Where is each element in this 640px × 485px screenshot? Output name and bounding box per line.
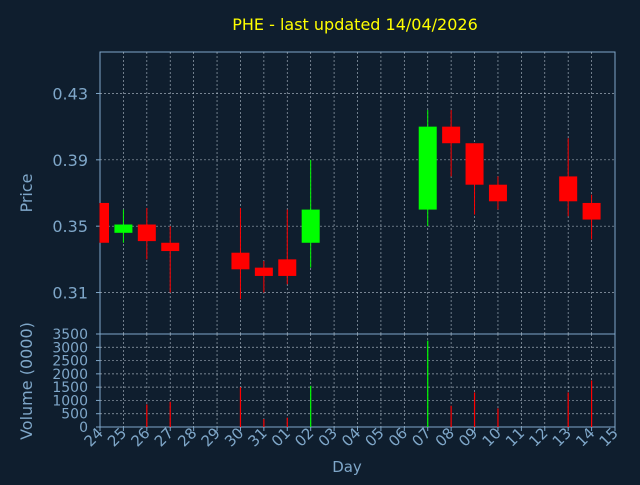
- x-tick-label: 10: [479, 424, 505, 450]
- x-tick-label: 11: [502, 424, 528, 450]
- candle-body-31: [254, 267, 273, 276]
- x-tick-label: 30: [221, 424, 247, 450]
- x-tick-label: 02: [291, 424, 317, 450]
- candle-body-08: [442, 126, 461, 144]
- x-tick-label: 31: [244, 424, 270, 450]
- price-tick-label: 0.35: [52, 217, 88, 236]
- price-axis-ticks: 0.31 0.35 0.39 0.43: [52, 84, 100, 303]
- volume-tick-label: 2000: [52, 367, 88, 383]
- x-axis-ticks: 2425262728293031010203040506070809101112…: [81, 424, 622, 450]
- price-tick-label: 0.43: [52, 84, 88, 103]
- x-tick-label: 03: [315, 424, 341, 450]
- price-axis-label: Price: [17, 173, 36, 212]
- x-tick-label: 26: [127, 424, 153, 450]
- candle-body-09: [465, 143, 484, 185]
- volume-tick-label: 0: [79, 420, 88, 436]
- candle-body-02: [301, 209, 320, 243]
- x-tick-label: 07: [408, 424, 434, 450]
- x-tick-label: 13: [549, 424, 575, 450]
- x-tick-label: 08: [432, 424, 458, 450]
- volume-tick-label: 3500: [52, 327, 88, 343]
- x-tick-label: 29: [198, 424, 224, 450]
- x-tick-label: 12: [525, 424, 551, 450]
- candle-body-26: [137, 224, 156, 242]
- candle-body-27: [161, 242, 180, 252]
- chart-title: PHE - last updated 14/04/2026: [232, 15, 478, 34]
- volume-tick-label: 2500: [52, 354, 88, 370]
- x-tick-label: 15: [596, 424, 622, 450]
- x-tick-label: 14: [572, 424, 598, 450]
- candle-body-25: [114, 224, 133, 233]
- candle-body-14: [582, 202, 601, 220]
- x-tick-label: 25: [104, 424, 130, 450]
- candle-body-01: [278, 259, 297, 276]
- candle-body-30: [231, 252, 250, 270]
- volume-tick-label: 500: [61, 407, 88, 423]
- x-tick-label: 04: [338, 424, 364, 450]
- candle-body-13: [559, 176, 578, 202]
- x-tick-label: 01: [268, 424, 294, 450]
- volume-tick-label: 1000: [52, 393, 88, 409]
- candle-body-10: [488, 184, 507, 202]
- candlestick-series: [99, 110, 601, 300]
- volume-tick-label: 3000: [52, 340, 88, 356]
- x-tick-label: 28: [174, 424, 200, 450]
- grid-lines: [100, 52, 615, 427]
- x-tick-label: 05: [362, 424, 388, 450]
- x-axis-label: Day: [332, 458, 362, 476]
- price-tick-label: 0.31: [52, 284, 88, 303]
- candle-body-24: [100, 202, 109, 243]
- x-tick-label: 27: [151, 424, 177, 450]
- x-tick-label: 06: [385, 424, 411, 450]
- x-tick-label: 09: [455, 424, 481, 450]
- volume-series: [146, 340, 593, 427]
- candle-body-07: [418, 126, 437, 210]
- volume-tick-label: 1500: [52, 380, 88, 396]
- price-tick-label: 0.39: [52, 151, 88, 170]
- volume-axis-label: Volume (0000): [17, 322, 36, 440]
